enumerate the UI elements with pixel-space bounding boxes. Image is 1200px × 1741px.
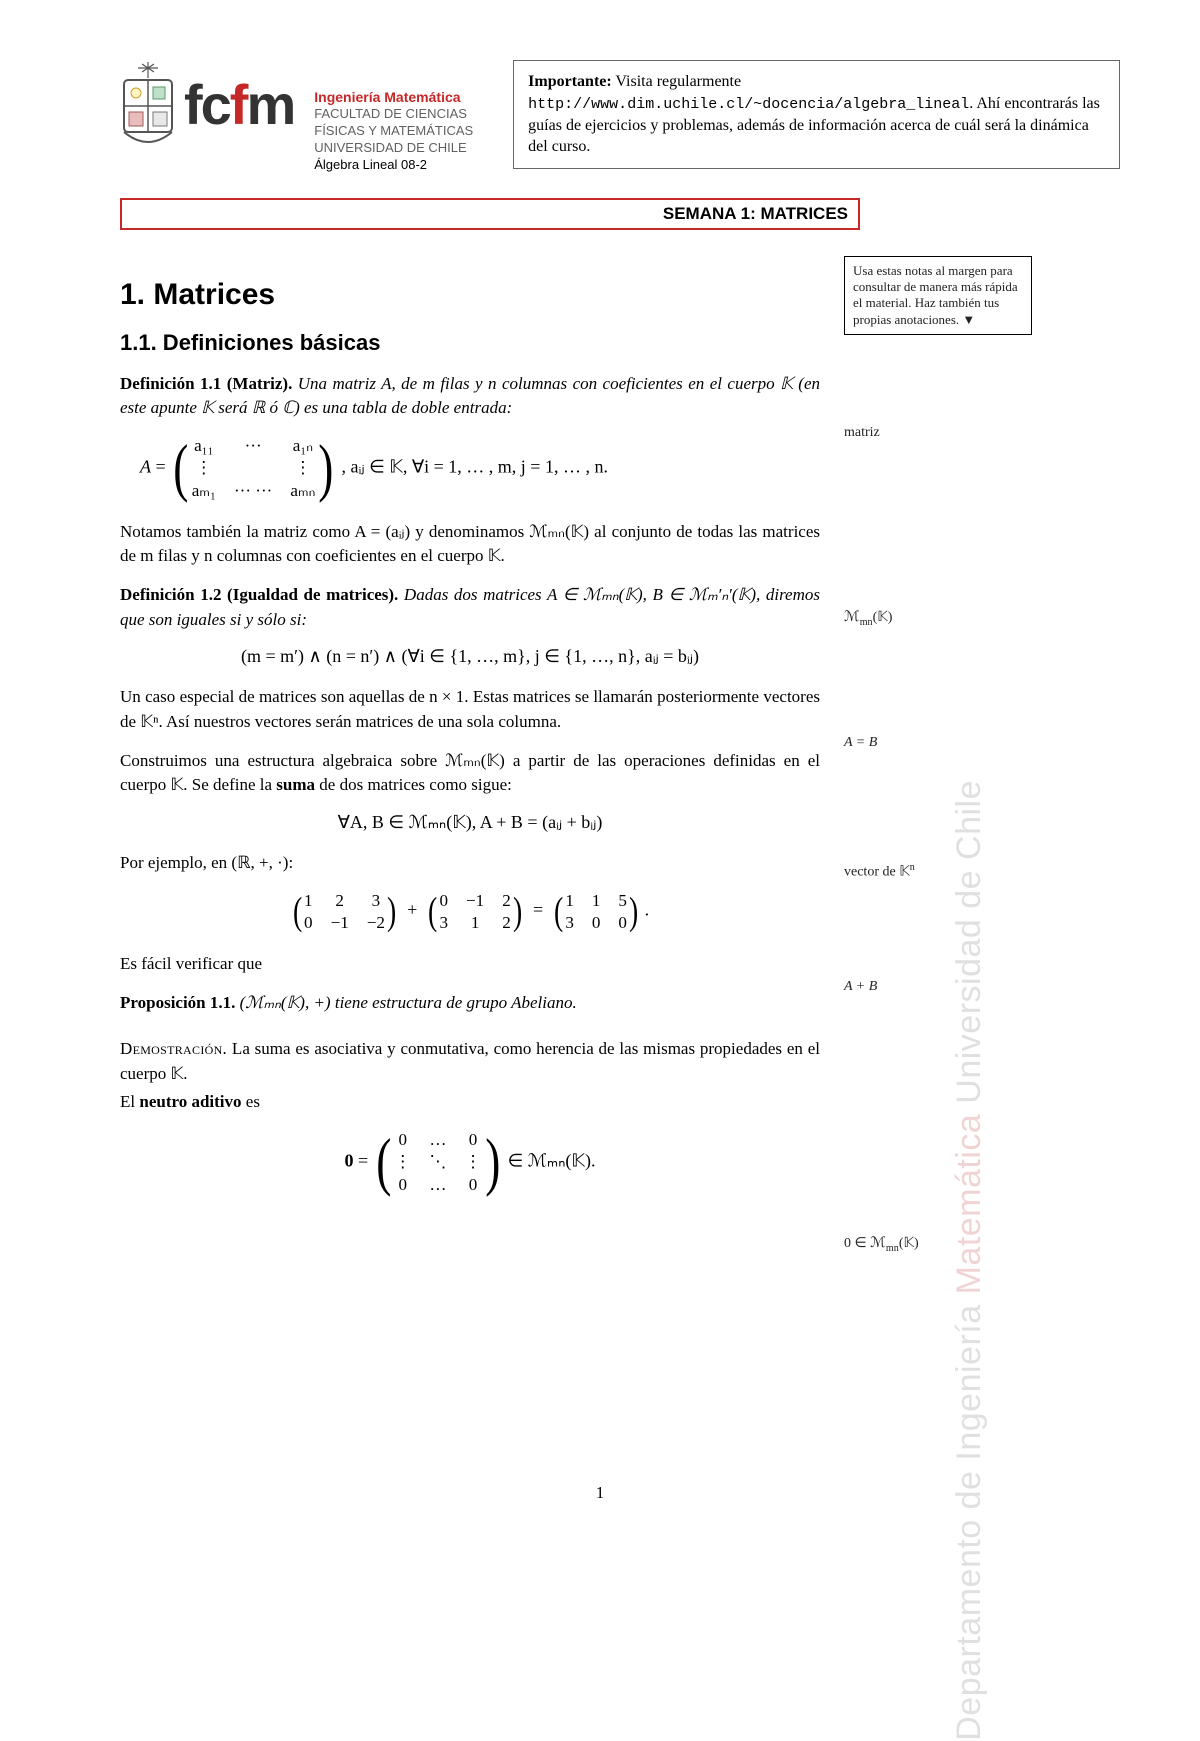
matrix-cell: 0 xyxy=(592,913,601,933)
matrix-cell: ··· ··· xyxy=(234,481,272,501)
matrix-A: ( a₁₁···a₁ₙ⋮⋮aₘ₁··· ···aₘₙ ) xyxy=(170,435,337,502)
special-case-para: Un caso especial de matrices son aquella… xyxy=(120,685,820,734)
text: de dos matrices como sigue: xyxy=(315,775,512,794)
dept-line: FÍSICAS Y MATEMÁTICAS xyxy=(314,123,473,140)
matrix-A-definition: A = ( a₁₁···a₁ₙ⋮⋮aₘ₁··· ···aₘₙ ) , aᵢⱼ ∈… xyxy=(120,435,820,502)
main-column: 1. Matrices 1.1. Definiciones básicas De… xyxy=(120,256,820,1214)
section-heading: 1. Matrices xyxy=(120,278,820,312)
margin-note-equal: A = B xyxy=(844,734,1014,752)
zero-trailer: ∈ ℳₘₙ(𝕂). xyxy=(508,1151,596,1171)
matrix-cell: a₁₁ xyxy=(194,436,214,456)
equality-condition: (m = m′) ∧ (n = n′) ∧ (∀i ∈ {1, …, m}, j… xyxy=(120,646,820,667)
important-text: Visita regularmente xyxy=(612,73,741,90)
proof-para: Demostración. La suma es asociativa y co… xyxy=(120,1037,820,1086)
dept-line: FACULTAD DE CIENCIAS xyxy=(314,106,473,123)
proof-label: Demostración. xyxy=(120,1039,227,1058)
margin-note-sum: A + B xyxy=(844,978,1014,996)
example-intro: Por ejemplo, en (ℝ, +, ·): xyxy=(120,851,820,876)
important-box: Importante: Visita regularmente http://w… xyxy=(513,60,1120,169)
matrix-cell: 2 xyxy=(335,891,344,911)
matrix-cell: ⋱ xyxy=(429,1152,446,1172)
suma-bold: suma xyxy=(276,775,315,794)
margin-note-vector: vector de 𝕂n xyxy=(844,862,1014,881)
dept-line: UNIVERSIDAD DE CHILE xyxy=(314,140,473,157)
def-lead: Definición 1.2 (Igualdad de matrices). xyxy=(120,585,398,604)
page-number: 1 xyxy=(0,1483,1200,1503)
neutral-element-line: El neutro aditivo es xyxy=(120,1090,820,1115)
wm-a: Departamento de Ingeniería xyxy=(950,1294,988,1740)
definition-1-1: Definición 1.1 (Matriz). Una matriz A, d… xyxy=(120,372,820,421)
matrix-cell: 0 xyxy=(618,913,627,933)
header: fcfm Ingeniería Matemática FACULTAD DE C… xyxy=(120,60,1120,174)
matrix-cell: 0 xyxy=(399,1130,408,1150)
def-lead: Definición 1.1 (Matriz). xyxy=(120,374,292,393)
zero-matrix: 0 = ( 0…0⋮⋱⋮0…0 ) ∈ ℳₘₙ(𝕂). xyxy=(120,1129,820,1196)
neutro-bold: neutro aditivo xyxy=(139,1092,241,1111)
important-label: Importante: xyxy=(528,73,612,90)
page: fcfm Ingeniería Matemática FACULTAD DE C… xyxy=(0,0,1200,1553)
matrix-cell: 1 xyxy=(565,891,574,911)
margin-instruction-box: Usa estas notas al margen para consultar… xyxy=(844,256,1032,335)
proposition-1-1: Proposición 1.1. (ℳₘₙ(𝕂), +) tiene estru… xyxy=(120,991,820,1016)
matrix-A-trailer: , aᵢⱼ ∈ 𝕂, ∀i = 1, … , m, j = 1, … , n. xyxy=(342,456,608,476)
sum-example: (1230−1−2) + (0−12312) = (115300) . xyxy=(120,889,820,933)
matrix-cell: 3 xyxy=(372,891,381,911)
matrix-cell: … xyxy=(429,1130,446,1150)
matrix-cell: ⋮ xyxy=(294,458,311,478)
matrix-cell: 3 xyxy=(440,913,449,933)
important-url[interactable]: http://www.dim.uchile.cl/~docencia/algeb… xyxy=(528,96,969,113)
prop-lead: Proposición 1.1. xyxy=(120,993,235,1012)
matrix-cell: 5 xyxy=(618,891,627,911)
university-shield-icon xyxy=(120,60,176,150)
matrix-cell: 0 xyxy=(440,891,449,911)
prop-body: (ℳₘₙ(𝕂), +) tiene estructura de grupo Ab… xyxy=(240,993,577,1012)
matrix-cell: ⋮ xyxy=(464,1152,481,1172)
easy-verify: Es fácil verificar que xyxy=(120,952,820,977)
matrix-cell: ··· xyxy=(245,436,262,456)
subsection-heading: 1.1. Definiciones básicas xyxy=(120,330,820,356)
week-banner: SEMANA 1: MATRICES xyxy=(120,198,860,230)
matrix-cell: 0 xyxy=(469,1175,478,1195)
sum-intro-para: Construimos una estructura algebraica so… xyxy=(120,749,820,798)
matrix-cell: 2 xyxy=(502,913,511,933)
matrix-cell: −1 xyxy=(331,913,349,933)
sum-definition: ∀A, B ∈ ℳₘₙ(𝕂), A + B = (aᵢⱼ + bᵢⱼ) xyxy=(120,812,820,833)
matrix-cell: ⋮ xyxy=(195,458,212,478)
notation-para: Notamos también la matriz como A = (aᵢⱼ)… xyxy=(120,520,820,569)
matrix-cell: −1 xyxy=(466,891,484,911)
margin-note-matrix: matriz xyxy=(844,424,1014,442)
fcfm-logo: fcfm xyxy=(184,77,294,133)
matrix-cell: ⋮ xyxy=(394,1152,411,1172)
matrix-cell: −2 xyxy=(367,913,385,933)
matrix-cell: 0 xyxy=(469,1130,478,1150)
matrix-cell: a₁ₙ xyxy=(293,436,313,456)
matrix-cell: 0 xyxy=(399,1175,408,1195)
matrix-cell: 3 xyxy=(565,913,574,933)
matrix-cell: 2 xyxy=(502,891,511,911)
matrix-cell: aₘ₁ xyxy=(192,481,216,501)
dept-red-line: Ingeniería Matemática xyxy=(314,88,473,106)
matrix-cell: 0 xyxy=(304,913,313,933)
body-columns: 1. Matrices 1.1. Definiciones básicas De… xyxy=(120,256,1120,1214)
dept-line: Álgebra Lineal 08-2 xyxy=(314,157,473,174)
department-lines: Ingeniería Matemática FACULTAD DE CIENCI… xyxy=(314,88,473,174)
matrix-cell: aₘₙ xyxy=(290,481,315,501)
matrix-cell: 1 xyxy=(471,913,480,933)
text: es xyxy=(242,1092,260,1111)
margin-note-Mmn: ℳmn(𝕂) xyxy=(844,608,1014,629)
text: El xyxy=(120,1092,139,1111)
logo-block: fcfm xyxy=(120,60,294,150)
margin-column: Usa estas notas al margen para consultar… xyxy=(844,256,1014,1214)
matrix-cell: 1 xyxy=(304,891,313,911)
margin-note-zero: 0 ∈ ℳmn(𝕂) xyxy=(844,1234,1014,1255)
definition-1-2: Definición 1.2 (Igualdad de matrices). D… xyxy=(120,583,820,632)
matrix-cell: … xyxy=(429,1175,446,1195)
matrix-cell: 1 xyxy=(592,891,601,911)
